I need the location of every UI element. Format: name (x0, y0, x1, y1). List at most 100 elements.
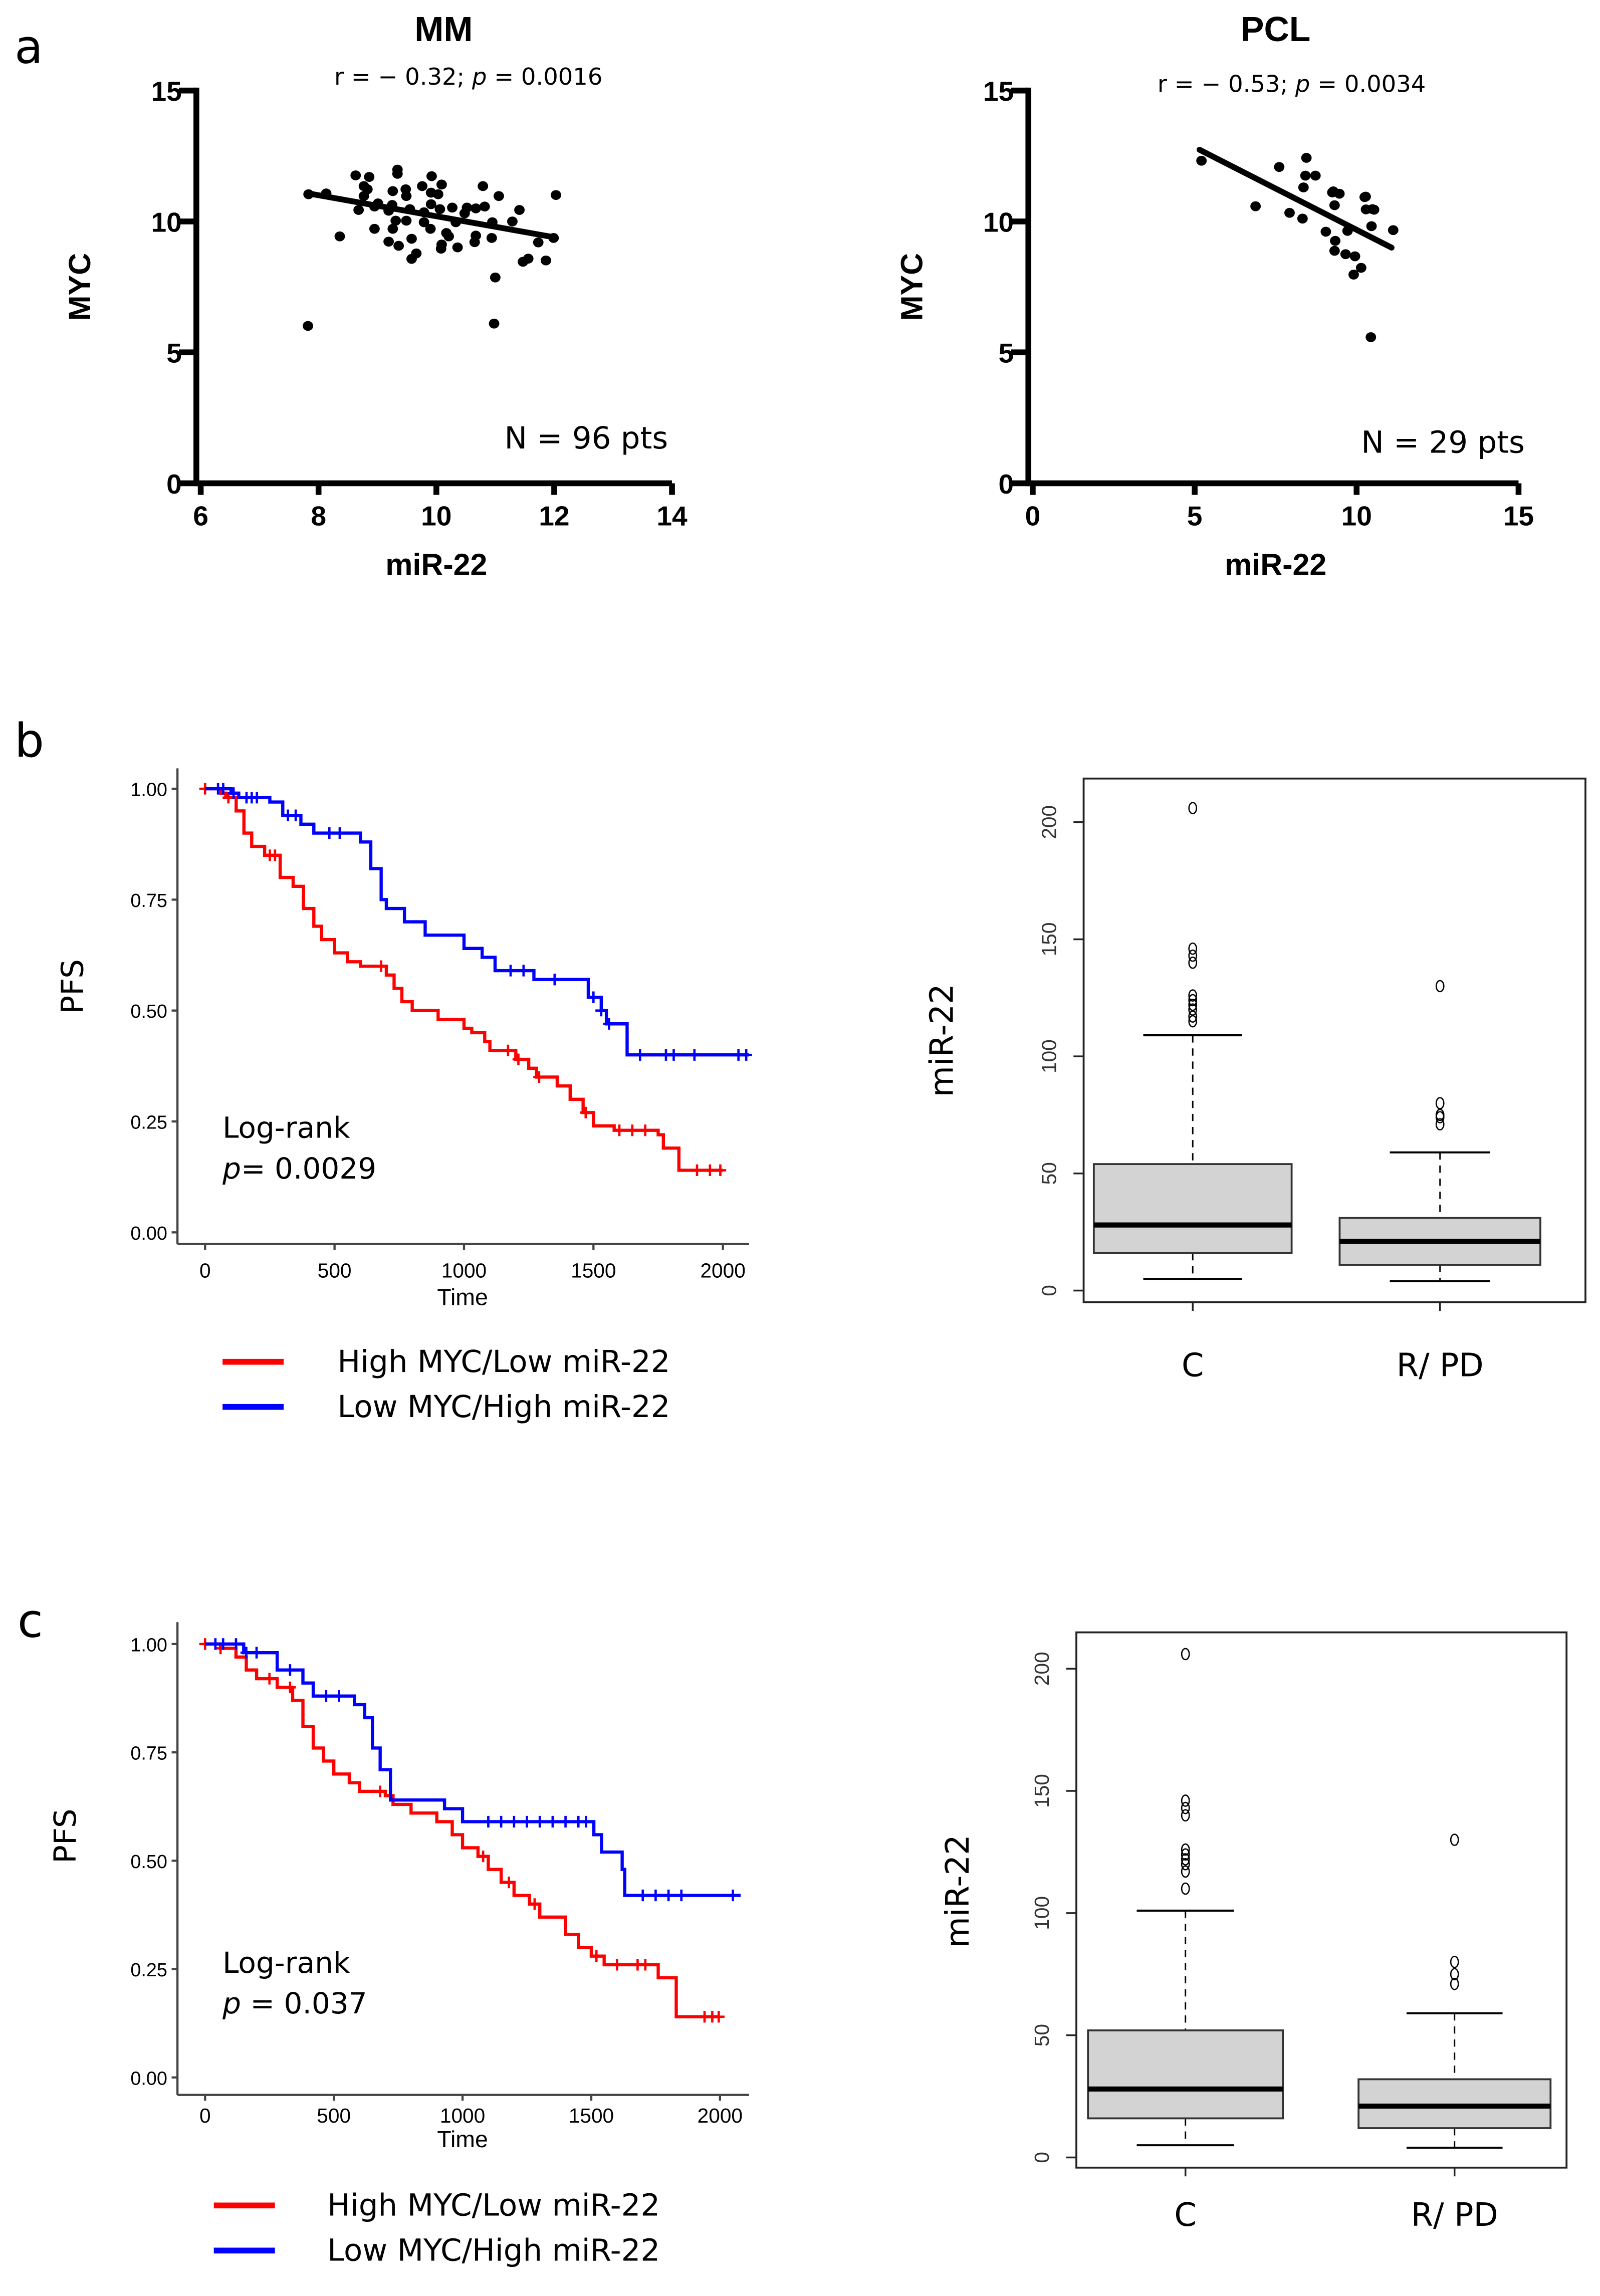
data-point (369, 223, 380, 234)
category-label: C (1174, 2197, 1197, 2234)
censor-mark (649, 1889, 662, 1902)
outlier-point (1188, 956, 1198, 969)
data-point (350, 170, 361, 180)
censor-mark (503, 1876, 515, 1889)
km-curve-low-myc (205, 1642, 741, 1897)
y-tick-label: 0.75 (130, 890, 167, 911)
chart-km-b: 0.00 0.25 0.50 0.75 1.00 0 500 1000 1500 2000 Time… (55, 768, 752, 1425)
chart-title: PCL (1241, 10, 1310, 49)
data-point (518, 257, 529, 267)
censor-mark (290, 809, 302, 821)
data-point (1329, 200, 1340, 210)
sample-size: N = 96 pts (504, 420, 668, 456)
censor-mark (595, 1005, 607, 1017)
y-tick-label: 200 (1037, 805, 1060, 839)
sample-size: N = 29 pts (1361, 424, 1525, 460)
censor-mark (534, 1815, 546, 1828)
legend-label: Low MYC/High miR-22 (327, 2233, 660, 2268)
y-tick-label: 150 (1037, 923, 1060, 957)
outlier-point (1181, 1648, 1190, 1661)
outlier-point (1181, 1794, 1190, 1807)
p-value: = 0.0029 (241, 1152, 376, 1186)
outlier-point (1435, 1111, 1445, 1123)
data-point (1330, 236, 1341, 246)
censor-mark (477, 1851, 489, 1863)
censor-mark (217, 1638, 229, 1650)
data-point (434, 204, 445, 214)
data-point (425, 223, 436, 234)
x-tick-label: 6 (193, 501, 208, 532)
censor-mark (580, 1106, 592, 1118)
data-point (406, 254, 417, 264)
outlier-point (1181, 1858, 1190, 1871)
data-point (401, 191, 412, 201)
outlier-point (1181, 1882, 1190, 1895)
censor-mark (334, 827, 346, 839)
data-point (1297, 213, 1308, 224)
category-label: R/ PD (1411, 2197, 1498, 2234)
censor-mark (217, 783, 230, 795)
data-point (387, 186, 398, 196)
x-tick-label: 2000 (698, 2104, 743, 2127)
box-r-pd (1338, 980, 1541, 1311)
data-point (1365, 332, 1377, 342)
censor-mark (714, 1164, 727, 1177)
plot-frame (1082, 777, 1586, 1303)
data-point (1340, 249, 1351, 260)
data-point (1274, 162, 1285, 172)
y-tick-label: 0 (166, 469, 182, 500)
category-label: C (1182, 1347, 1204, 1385)
chart-box-b: 0 50 100 150 200 miR-22 C R/ PD (924, 777, 1586, 1385)
chart-box-c: 0 50 100 150 200 miR-22 C R/ PD (940, 1631, 1568, 2234)
legend-label: Low MYC/High miR-22 (337, 1389, 670, 1425)
censor-mark (547, 1815, 559, 1828)
data-point (418, 217, 429, 227)
y-axis-label: PFS (55, 959, 90, 1014)
data-point (1328, 186, 1339, 196)
y-axis-label: MYC (894, 253, 929, 321)
legend-label: High MYC/Low miR-22 (337, 1344, 670, 1380)
box-c (1087, 1648, 1284, 2177)
data-point (435, 244, 446, 254)
data-point (1301, 153, 1312, 163)
km-curve-high-myc (205, 787, 723, 1172)
outlier-point (1188, 942, 1198, 955)
outlier-point (1188, 994, 1198, 1007)
data-point (425, 199, 436, 209)
censor-mark (559, 1815, 572, 1828)
censor-mark (626, 1124, 638, 1136)
iqr-box (1087, 2029, 1284, 2120)
x-tick-label: 500 (318, 1259, 352, 1282)
panel-label-a: a (15, 20, 43, 74)
data-point (514, 205, 525, 215)
data-point (432, 189, 443, 199)
outlier-point (1181, 1865, 1190, 1878)
x-tick-label: 1000 (440, 2104, 485, 2127)
x-tick-label: 0 (1025, 501, 1041, 532)
censor-mark (533, 1071, 545, 1083)
censor-mark (639, 1959, 651, 1971)
data-point (393, 241, 404, 251)
data-point (1388, 225, 1399, 236)
censor-mark (691, 1164, 703, 1177)
p-symbol: p (1295, 71, 1310, 98)
censor-mark (637, 1889, 649, 1902)
data-point (1196, 155, 1207, 166)
outlier-point (1181, 1848, 1190, 1861)
data-point (490, 272, 501, 283)
data-point (1366, 221, 1377, 232)
censor-mark (727, 1889, 739, 1902)
data-point (1360, 191, 1371, 202)
outlier-point (1188, 949, 1198, 962)
censor-mark (251, 792, 263, 804)
box-r-pd (1357, 1833, 1552, 2177)
censor-mark (505, 965, 517, 977)
y-tick-label: 0 (1030, 2152, 1053, 2163)
data-point (1300, 170, 1311, 181)
legend-label: High MYC/Low miR-22 (327, 2188, 660, 2223)
censor-mark (603, 1018, 615, 1030)
data-point (533, 237, 544, 248)
y-tick-label: 0.50 (130, 1001, 167, 1022)
censor-mark (667, 1049, 680, 1061)
y-tick-label: 50 (1030, 2024, 1053, 2046)
